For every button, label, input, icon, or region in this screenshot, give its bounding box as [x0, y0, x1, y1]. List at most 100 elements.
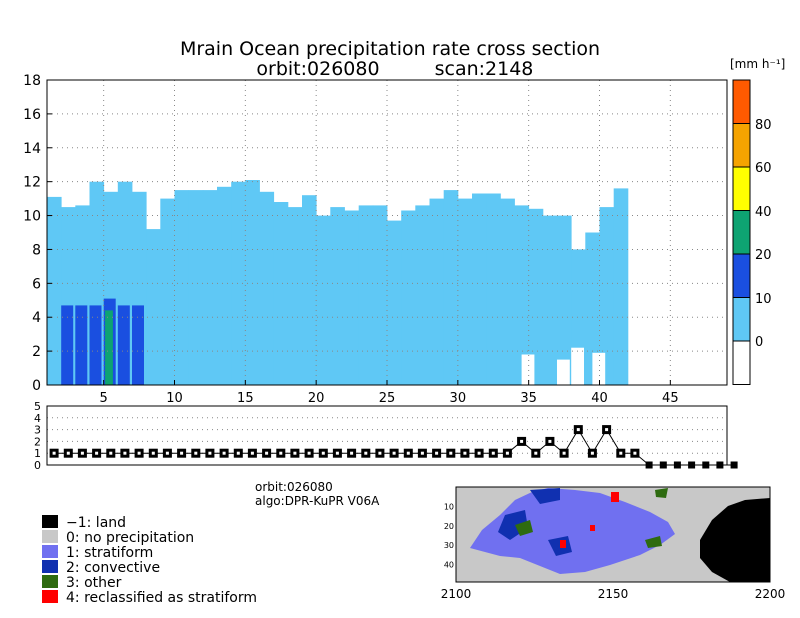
cross-section-plot: 0 2 4 6 8 10 12 14 16 18 5 10 15 20 25 30 35 40 45 — [23, 73, 728, 406]
y-tick-label-0: 0 — [32, 378, 41, 394]
rain-column-31 — [472, 193, 487, 385]
map-other-region-c — [645, 536, 662, 548]
legend-label-reclassified: 4: reclassified as stratiform — [66, 590, 257, 606]
legend-label-other: 3: other — [66, 575, 122, 591]
flag-marker-dot-29 — [449, 451, 453, 455]
flag-marker-dot-3 — [80, 451, 84, 455]
map-algo-label: algo:DPR-KuPR V06A — [255, 494, 380, 508]
orbit-label: orbit:026080 — [256, 58, 379, 80]
flag-y-tick-label-1: 1 — [34, 447, 41, 460]
rain-column-20 — [316, 215, 331, 385]
y-tick-label-2: 2 — [32, 344, 41, 360]
flag-y-tick-label-2: 2 — [34, 435, 41, 448]
map-x-tick-label-2200: 2200 — [755, 587, 786, 601]
x-tick-label-15: 15 — [237, 391, 254, 406]
rain-column-36 — [542, 215, 558, 385]
x-tick-label-45: 45 — [662, 391, 679, 406]
rain-gap-2 — [571, 347, 584, 385]
map-reclassified-b — [560, 540, 566, 548]
colorbar-tick-60: 60 — [755, 161, 772, 176]
flag-marker-dot-33 — [505, 451, 509, 455]
flag-marker-dot-22 — [350, 451, 354, 455]
x-tick-label-25: 25 — [379, 391, 396, 406]
y-tick-label-6: 6 — [32, 276, 41, 292]
legend: −1: land 0: no precipitation 1: stratifo… — [42, 515, 257, 606]
flag-marker-47 — [702, 461, 710, 469]
map-convective-region-a — [530, 488, 560, 504]
colorbar-tick-40: 40 — [755, 205, 772, 220]
flag-marker-dot-23 — [364, 451, 368, 455]
y-tick-label-18: 18 — [23, 73, 41, 89]
flag-marker-dot-7 — [137, 451, 141, 455]
flag-marker-dot-17 — [279, 451, 283, 455]
flag-grid — [47, 417, 727, 454]
legend-label-convective: 2: convective — [66, 560, 160, 576]
x-tick-label-10: 10 — [166, 391, 183, 406]
convective-core-3 — [75, 305, 88, 385]
map-x-tick-label-2100: 2100 — [441, 587, 472, 601]
rain-column-23 — [358, 205, 374, 385]
legend-swatch-other — [42, 575, 58, 588]
colorbar-tick-0: 0 — [755, 335, 763, 350]
rain-column-17 — [273, 202, 289, 385]
y-tick-label-12: 12 — [23, 175, 41, 191]
colorbar-box-2 — [732, 166, 751, 211]
flag-marker-dot-21 — [335, 451, 339, 455]
map-other-region-a — [515, 520, 533, 536]
map-orbit-label: orbit:026080 — [255, 480, 333, 494]
rain-column-32 — [486, 193, 501, 385]
x-tick-label-35: 35 — [520, 391, 537, 406]
map-x-tick-label-2150: 2150 — [598, 587, 629, 601]
legend-swatch-reclassified — [42, 590, 58, 603]
convective-core-2 — [61, 305, 74, 385]
flag-marker-dot-39 — [590, 451, 594, 455]
rain-column-21 — [330, 207, 345, 385]
flag-marker-dot-24 — [378, 451, 382, 455]
y-tick-label-16: 16 — [23, 107, 41, 123]
flag-marker-dot-14 — [236, 451, 240, 455]
flag-marker-dot-36 — [548, 439, 552, 443]
rain-column-9 — [160, 198, 175, 385]
legend-swatch-stratiform — [42, 545, 58, 558]
map-y-tick-label-40: 40 — [444, 561, 454, 570]
legend-label-land: −1: land — [66, 515, 126, 531]
rain-column-25 — [387, 220, 402, 385]
flag-marker-dot-4 — [95, 451, 99, 455]
flag-marker-dot-40 — [605, 428, 609, 432]
map-y-tick-label-20: 20 — [444, 522, 454, 531]
rain-column-14 — [231, 181, 246, 385]
rain-column-35 — [528, 208, 544, 385]
flag-marker-dot-20 — [321, 451, 325, 455]
rain-column-15 — [245, 180, 260, 385]
flag-marker-dot-31 — [477, 451, 481, 455]
map-land-region — [700, 498, 770, 582]
rain-column-26 — [401, 210, 416, 385]
flag-marker-dot-35 — [534, 451, 538, 455]
flag-marker-dot-37 — [562, 451, 566, 455]
convective-core-7 — [132, 305, 144, 385]
flag-marker-dot-12 — [208, 451, 212, 455]
flag-marker-dot-27 — [420, 451, 424, 455]
rain-column-28 — [429, 198, 445, 385]
flag-marker-dot-30 — [463, 451, 467, 455]
swath-map: 2100 2150 2200 10 20 30 40 — [441, 486, 786, 601]
rain-column-11 — [188, 190, 204, 385]
flag-marker-dot-10 — [180, 451, 184, 455]
colorbar-box-3 — [732, 210, 751, 255]
colorbar-tick-80: 80 — [755, 118, 772, 133]
flag-marker-dot-2 — [66, 451, 70, 455]
flag-marker-dot-18 — [293, 451, 297, 455]
flag-marker-44 — [659, 461, 667, 469]
flag-marker-48 — [716, 461, 724, 469]
flag-marker-dot-26 — [406, 451, 410, 455]
flag-y-tick-label-4: 4 — [34, 412, 41, 425]
legend-swatch-land — [42, 515, 58, 528]
flag-marker-dot-9 — [165, 451, 169, 455]
flag-marker-dot-1 — [52, 451, 56, 455]
flag-marker-dot-28 — [435, 451, 439, 455]
flag-marker-dot-25 — [392, 451, 396, 455]
convective-core-6 — [117, 305, 130, 385]
y-tick-label-14: 14 — [23, 141, 41, 157]
flag-marker-dot-19 — [307, 451, 311, 455]
